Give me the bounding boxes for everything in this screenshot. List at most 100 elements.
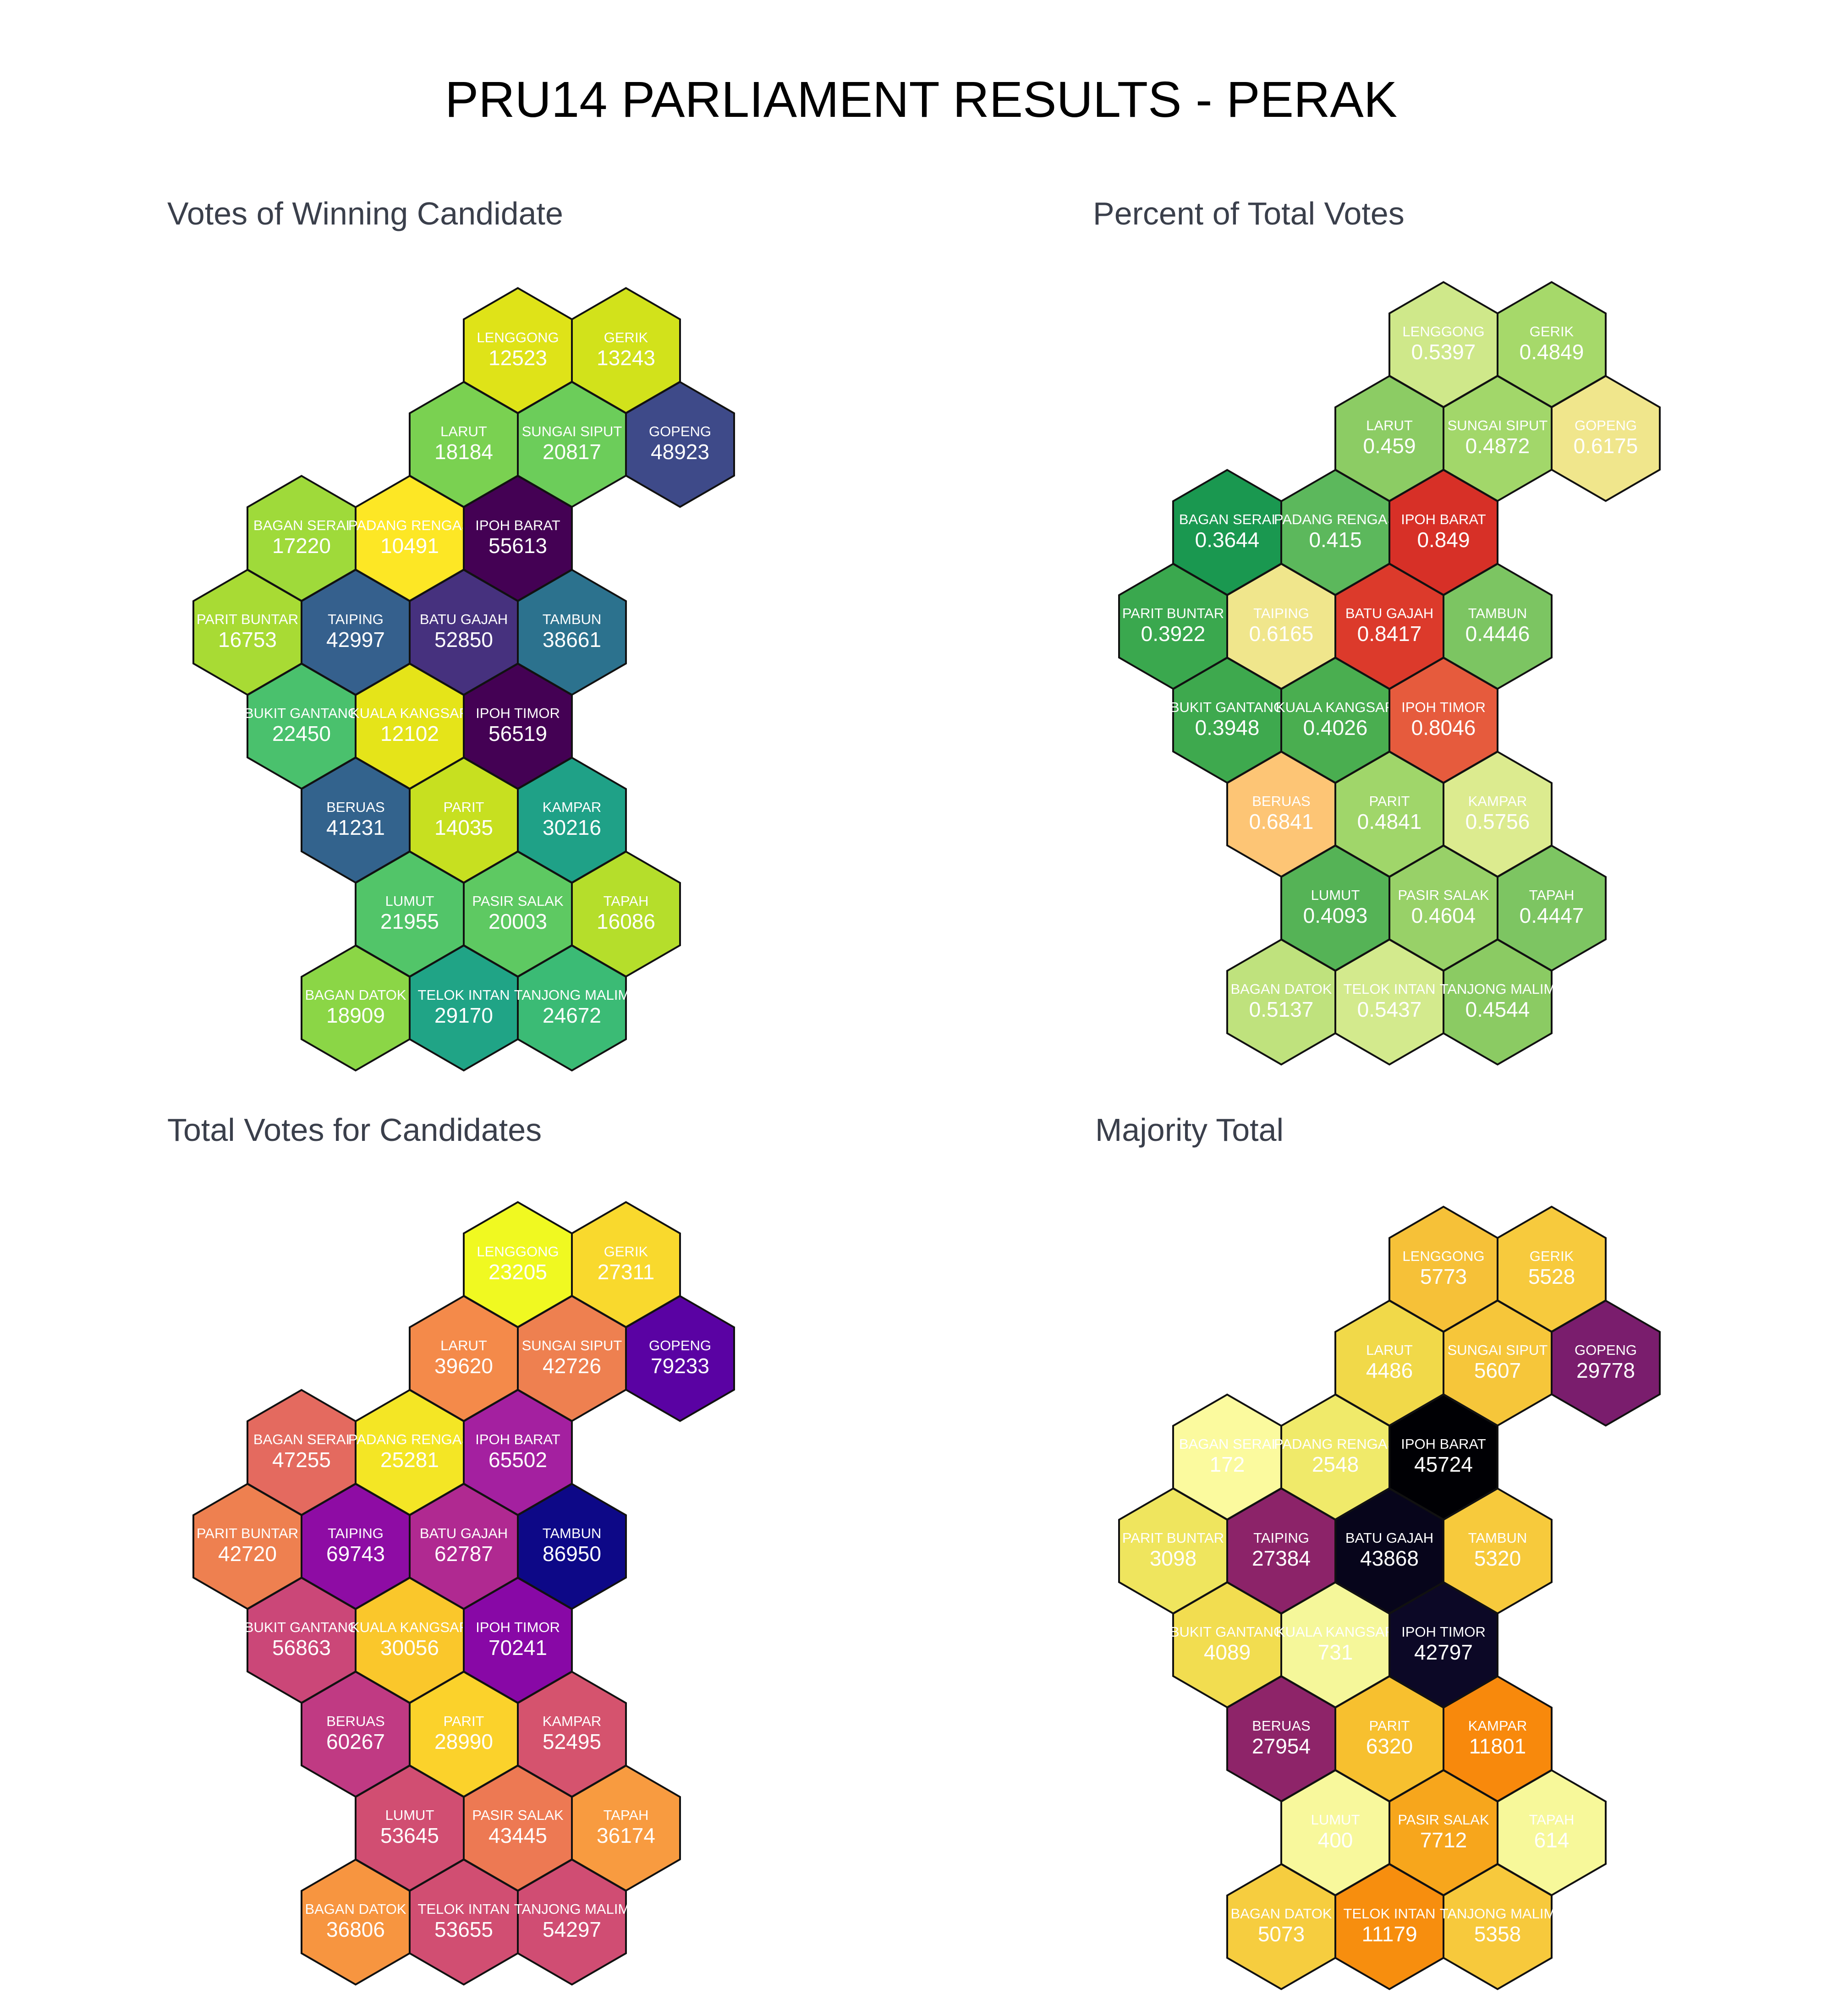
hex-name-label: TELOK INTAN [1344,1906,1436,1922]
hex-value-label: 45724 [1414,1452,1473,1476]
hex-name-label: BERUAS [326,1713,384,1729]
hex-value-label: 22450 [272,722,331,745]
hex-value-label: 0.3948 [1195,716,1260,740]
hex-value-label: 54297 [543,1917,601,1941]
hex-value-label: 5528 [1528,1265,1575,1288]
hex-value-label: 29778 [1576,1359,1635,1382]
hex-value-label: 25281 [380,1448,439,1472]
hex-value-label: 3098 [1150,1546,1196,1570]
hex-value-label: 36806 [326,1917,385,1941]
hex-value-label: 20003 [488,909,547,933]
hex-name-label: TAMBUN [1468,1530,1527,1546]
hex-name-label: LARUT [1366,1342,1413,1358]
hex-value-label: 0.4093 [1303,904,1368,927]
hex-value-label: 5358 [1474,1922,1521,1946]
hex-value-label: 0.4446 [1465,622,1530,646]
hex-value-label: 21955 [380,909,439,933]
hex-name-label: BAGAN DATOK [305,1901,406,1917]
hex-name-label: TAIPING [1253,1530,1309,1546]
hex-value-label: 62787 [434,1542,493,1566]
hex-value-label: 10491 [380,534,439,558]
hex-name-label: BERUAS [1252,793,1310,809]
hex-name-label: KUALA KANGSAR [1276,1624,1395,1640]
hex-name-label: GOPENG [649,423,711,439]
hex-value-label: 5607 [1474,1359,1521,1382]
panel-2: Percent of Total VotesLENGGONG0.5397GERI… [1093,196,1661,1066]
hex-value-label: 30216 [543,816,601,839]
hex-name-label: TANJONG MALIM [514,1901,630,1917]
hex-value-label: 4089 [1204,1640,1251,1664]
hex-name-label: GOPENG [1575,417,1637,433]
hex-cell [1551,375,1661,502]
hex-value-label: 52850 [434,628,493,652]
hex-value-label: 0.5137 [1249,997,1314,1021]
hex-name-label: GERIK [1530,1248,1574,1264]
hex-value-label: 27954 [1252,1734,1311,1758]
hex-value-label: 24672 [543,1003,601,1027]
hex-value-label: 79233 [651,1354,709,1378]
hex-name-label: GERIK [604,1244,648,1260]
hex-value-label: 0.6175 [1574,434,1638,458]
hex-value-label: 42726 [543,1354,601,1378]
hex-name-label: GOPENG [1575,1342,1637,1358]
hex-name-label: TAMBUN [543,1525,602,1541]
hex-value-label: 6320 [1366,1734,1413,1758]
hex-name-label: BUKIT GANTANG [244,1619,359,1635]
hex-value-label: 5320 [1474,1546,1521,1570]
hex-name-label: IPOH BARAT [1401,511,1486,527]
hex-name-label: KAMPAR [1468,793,1527,809]
hex-name-label: TANJONG MALIM [1440,1906,1556,1922]
hex-name-label: KAMPAR [543,1713,602,1729]
hex-name-label: LARUT [440,423,487,439]
hex-cell [1443,938,1553,1066]
hex-name-label: TANJONG MALIM [1440,981,1556,997]
hex-name-label: PASIR SALAK [472,1807,564,1823]
hex-name-label: BAGAN SERAI [1179,511,1275,527]
hex-name-label: IPOH TIMOR [476,705,560,721]
hex-name-label: IPOH BARAT [475,517,560,533]
hex-cell [517,944,627,1072]
hex-name-label: BUKIT GANTANG [244,705,359,721]
hex-name-label: KUALA KANGSAR [1276,699,1395,715]
hex-value-label: 30056 [380,1636,439,1660]
hex-value-label: 28990 [434,1730,493,1753]
hex-name-label: PADANG RENGAS [348,1431,471,1447]
hex-value-label: 13243 [597,346,655,370]
hex-value-label: 18909 [326,1003,385,1027]
hex-name-label: LENGGONG [477,329,559,345]
hex-value-label: 43868 [1360,1546,1419,1570]
hex-value-label: 38661 [543,628,601,652]
hex-value-label: 0.415 [1309,528,1361,552]
hex-name-label: BAGAN DATOK [305,987,406,1003]
hex-value-label: 0.4544 [1465,997,1530,1021]
hex-name-label: IPOH TIMOR [1401,699,1486,715]
hex-name-label: BAGAN SERAI [253,517,350,533]
hex-value-label: 0.5756 [1465,810,1530,833]
hex-value-label: 20817 [543,440,601,464]
hex-name-label: PARIT [1369,793,1410,809]
hex-name-label: LUMUT [1311,1812,1360,1828]
hex-name-label: SUNGAI SIPUT [1448,417,1548,433]
hex-name-label: KUALA KANGSAR [350,1619,469,1635]
hex-name-label: TELOK INTAN [1344,981,1436,997]
hex-value-label: 55613 [488,534,547,558]
